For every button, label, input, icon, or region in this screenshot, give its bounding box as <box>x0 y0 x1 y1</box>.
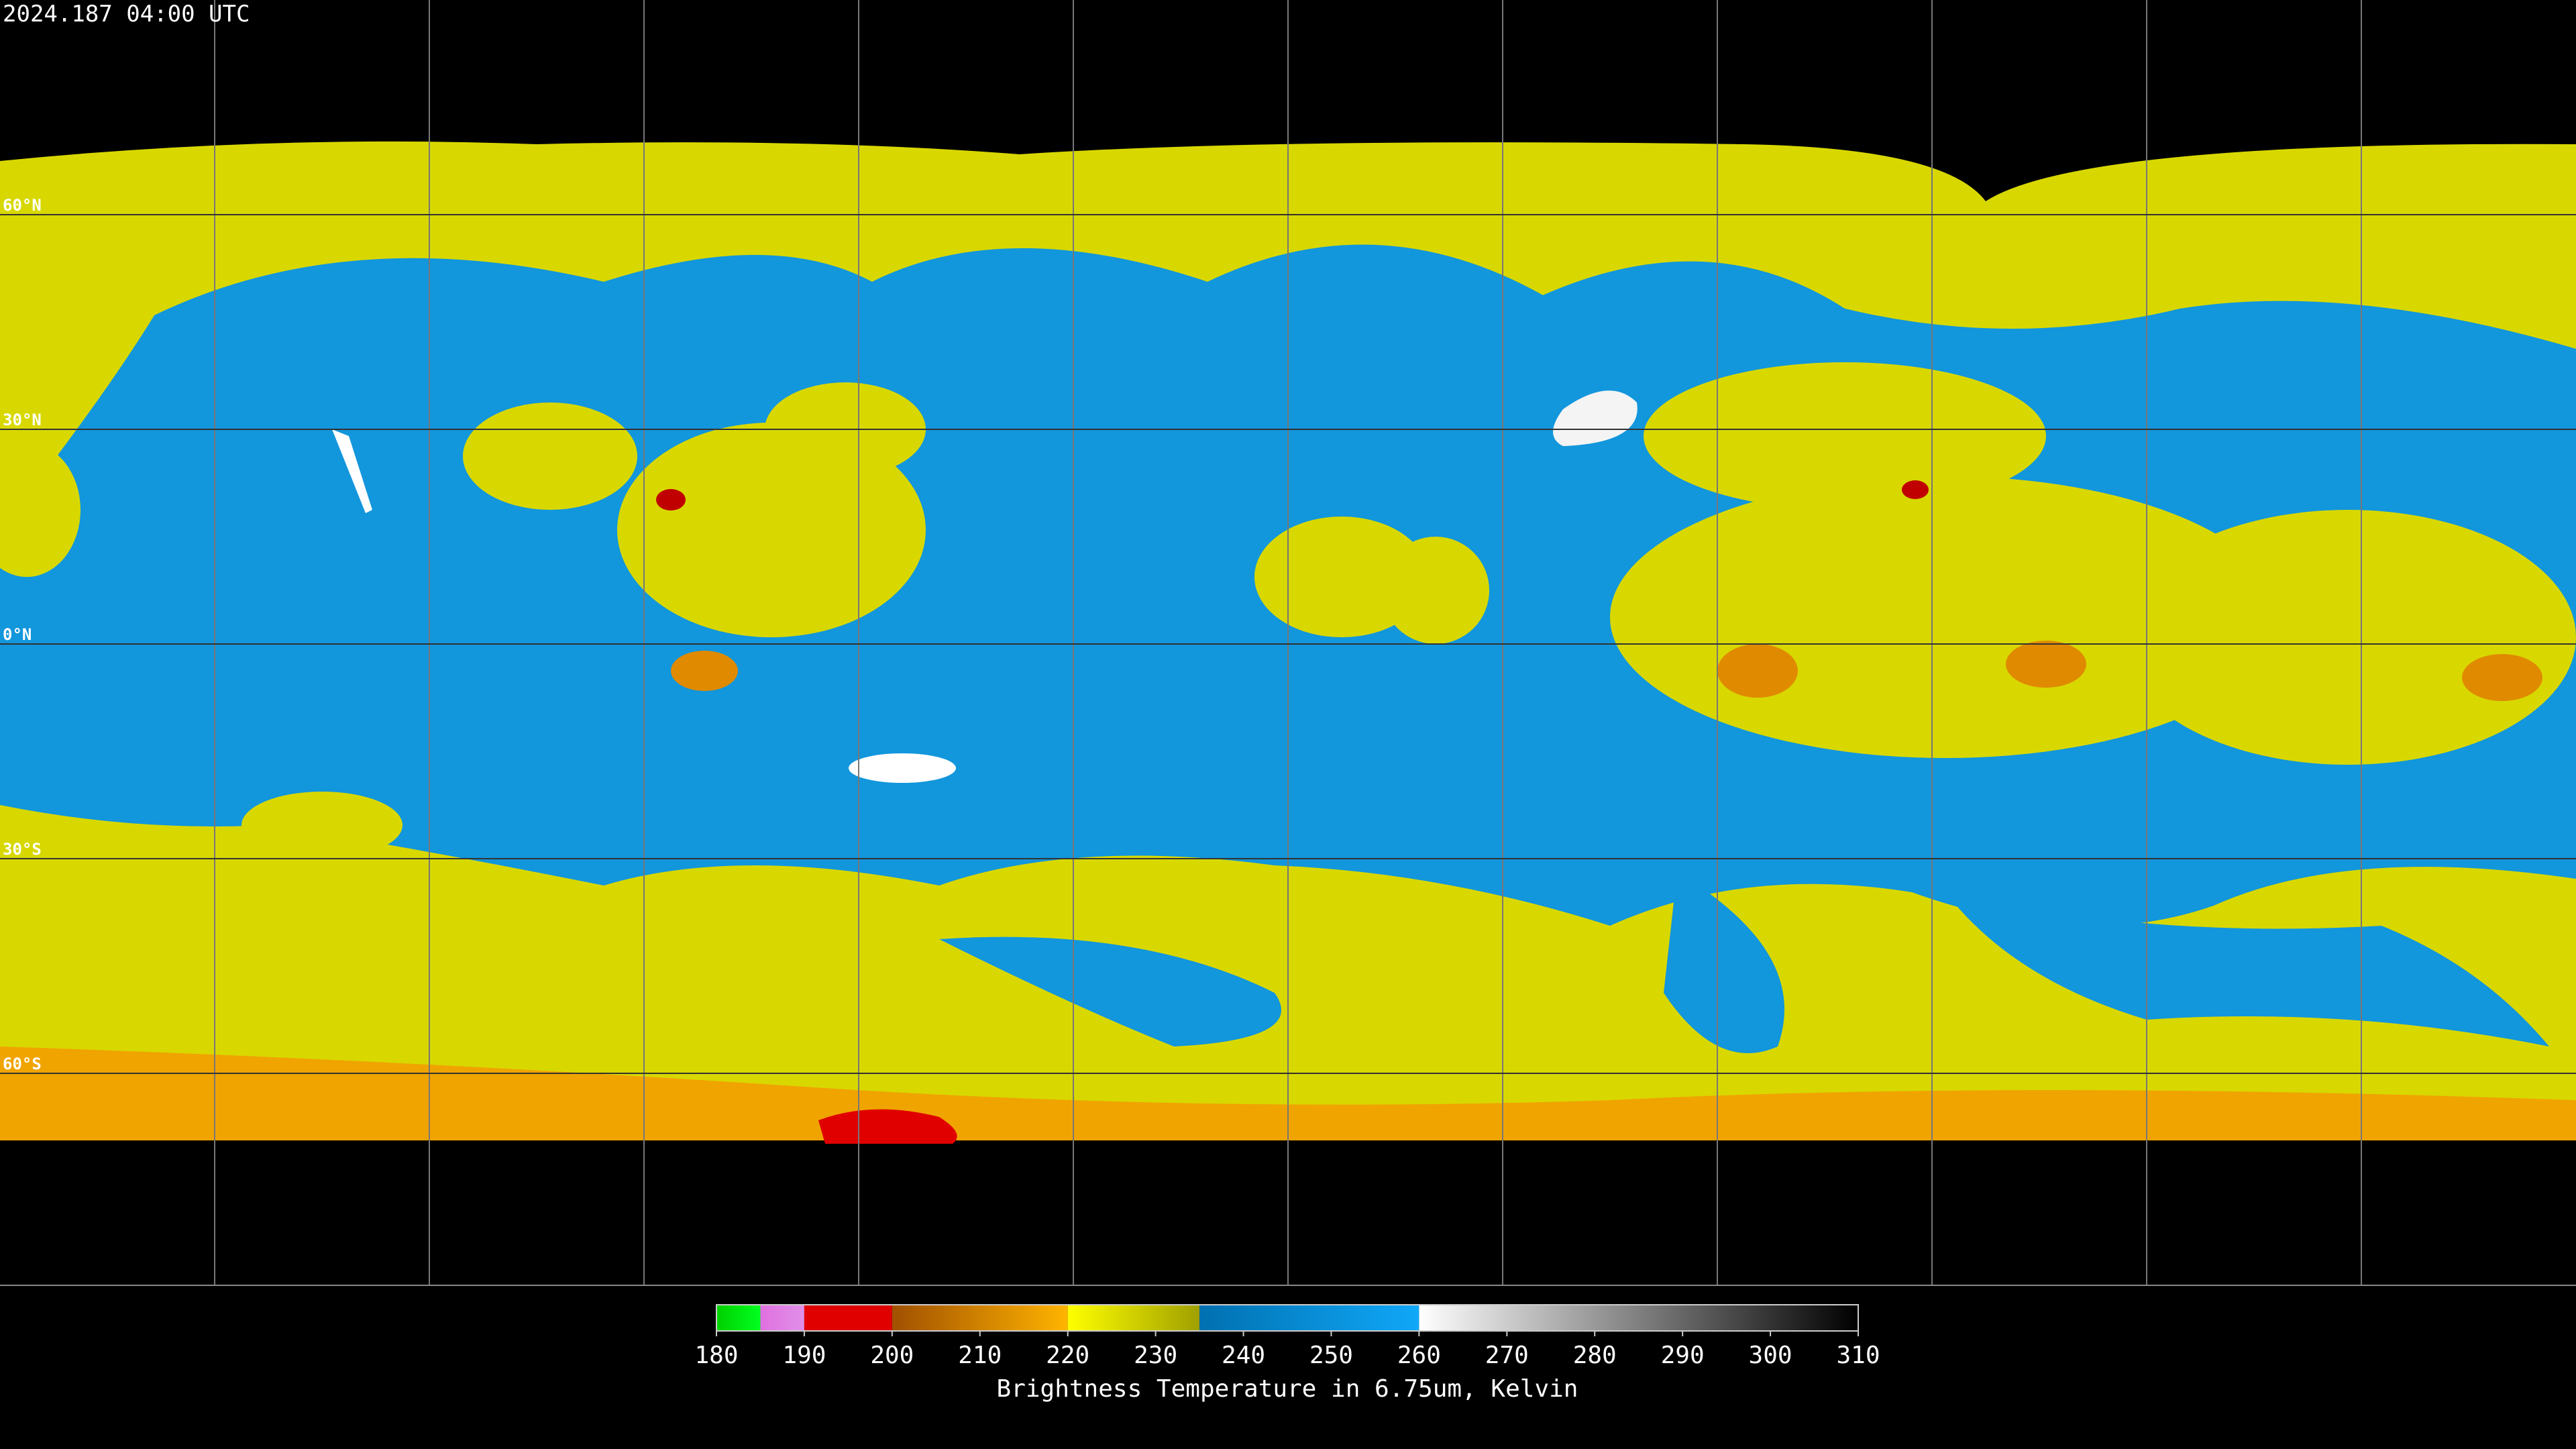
colorbar-segment <box>760 1305 804 1331</box>
timestamp: 2024.187 04:00 UTC <box>3 1 250 28</box>
colorbar-tick-label: 270 <box>1485 1342 1529 1369</box>
colorbar-tick-label: 280 <box>1573 1342 1617 1369</box>
deep-convection <box>671 651 738 691</box>
cloud-cluster <box>463 402 637 510</box>
colorbar-tick-label: 240 <box>1222 1342 1265 1369</box>
colorbar-tick-label: 250 <box>1309 1342 1353 1369</box>
latitude-label: 30°N <box>3 411 42 429</box>
dry-air-tongue <box>1664 872 1784 1053</box>
cloud-cluster <box>617 423 926 637</box>
colorbar-segment <box>1067 1305 1200 1331</box>
dry-air-tongue <box>939 936 1281 1046</box>
deep-convection <box>1902 480 1929 499</box>
cloud-cluster <box>1644 362 2046 510</box>
colorbar-tick-label: 290 <box>1661 1342 1705 1369</box>
warm-dry-patch <box>1553 390 1638 446</box>
cloud-cluster <box>0 443 80 577</box>
colorbar-segment <box>892 1305 1068 1331</box>
colorbar-title: Brightness Temperature in 6.75um, Kelvin <box>997 1375 1578 1403</box>
dry-air-tongue <box>1945 892 2549 1046</box>
colorbar-tick-label: 190 <box>782 1342 826 1369</box>
colorbar-tick-label: 180 <box>694 1342 738 1369</box>
latitude-label: 60°S <box>3 1055 42 1073</box>
colorbar-segment <box>1199 1305 1419 1331</box>
cold-anomaly <box>818 1109 957 1144</box>
colorbar: 180 190 200 210 220 230 240 250 260 270 280 290 300 3… <box>694 1304 1880 1369</box>
colorbar-segment <box>1419 1305 1858 1331</box>
deep-convection <box>656 489 686 511</box>
colorbar-frame <box>716 1304 1859 1332</box>
cloud-cluster <box>241 792 402 859</box>
warm-dry-patch <box>849 753 956 783</box>
colorbar-tick-label: 220 <box>1046 1342 1089 1369</box>
colorbar-tick-label: 300 <box>1749 1342 1792 1369</box>
colorbar-tick-label: 260 <box>1397 1342 1441 1369</box>
deep-convection <box>2462 654 2542 701</box>
latitude-grid: 60°N 30°N 0°N 30°S 60°S <box>0 196 2576 1074</box>
cloud-cluster <box>2120 510 2576 765</box>
colorbar-segment <box>716 1305 761 1331</box>
cloud-cluster <box>1382 537 1489 644</box>
colorbar-segment <box>804 1305 892 1331</box>
colorbar-tick-label: 210 <box>958 1342 1002 1369</box>
colorbar-tick-label: 310 <box>1836 1342 1880 1369</box>
deep-convection <box>2006 641 2086 688</box>
colorbar-tick-label: 200 <box>870 1342 914 1369</box>
latitude-label: 0°N <box>3 625 32 644</box>
colorbar-tick-label: 230 <box>1134 1342 1177 1369</box>
deep-convection <box>1717 644 1798 698</box>
latitude-label: 60°N <box>3 196 42 215</box>
latitude-label: 30°S <box>3 840 42 859</box>
warm-dry-patch <box>332 429 372 513</box>
